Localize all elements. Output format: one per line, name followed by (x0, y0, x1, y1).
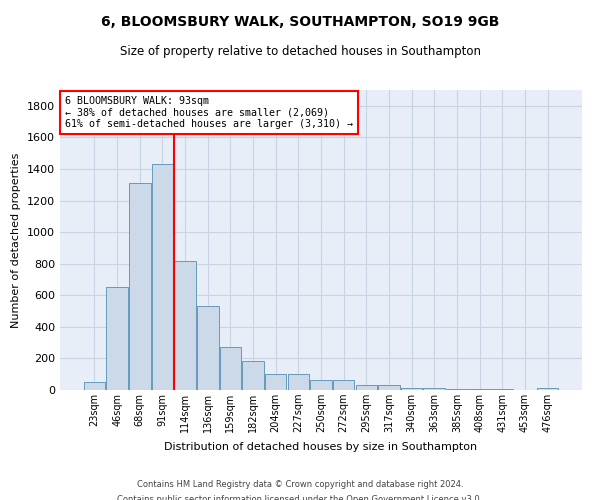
Bar (242, 361, 264, 390)
Text: Contains HM Land Registry data © Crown copyright and database right 2024.: Contains HM Land Registry data © Crown c… (137, 480, 463, 489)
Bar (84, 382, 105, 390)
Bar (197, 306, 218, 390)
Text: 6 BLOOMSBURY WALK: 93sqm
← 38% of detached houses are smaller (2,069)
61% of sem: 6 BLOOMSBURY WALK: 93sqm ← 38% of detach… (65, 96, 353, 129)
Bar (310, 380, 332, 390)
Bar (491, 389, 513, 390)
Bar (333, 380, 355, 390)
Bar (129, 183, 151, 390)
Bar (469, 389, 490, 390)
Text: Distribution of detached houses by size in Southampton: Distribution of detached houses by size … (164, 442, 478, 452)
Bar (106, 288, 128, 390)
Bar (446, 389, 467, 390)
Bar (265, 374, 286, 390)
Bar (220, 348, 241, 390)
Bar (424, 388, 445, 390)
Bar (287, 374, 309, 390)
Bar (152, 164, 173, 390)
Bar (175, 260, 196, 390)
Bar (537, 388, 558, 390)
Text: Contains public sector information licensed under the Open Government Licence v3: Contains public sector information licen… (118, 495, 482, 500)
Text: Size of property relative to detached houses in Southampton: Size of property relative to detached ho… (119, 45, 481, 58)
Bar (356, 386, 377, 390)
Text: 6, BLOOMSBURY WALK, SOUTHAMPTON, SO19 9GB: 6, BLOOMSBURY WALK, SOUTHAMPTON, SO19 9G… (101, 15, 499, 29)
Bar (401, 388, 422, 390)
Y-axis label: Number of detached properties: Number of detached properties (11, 152, 22, 328)
Bar (378, 386, 400, 390)
